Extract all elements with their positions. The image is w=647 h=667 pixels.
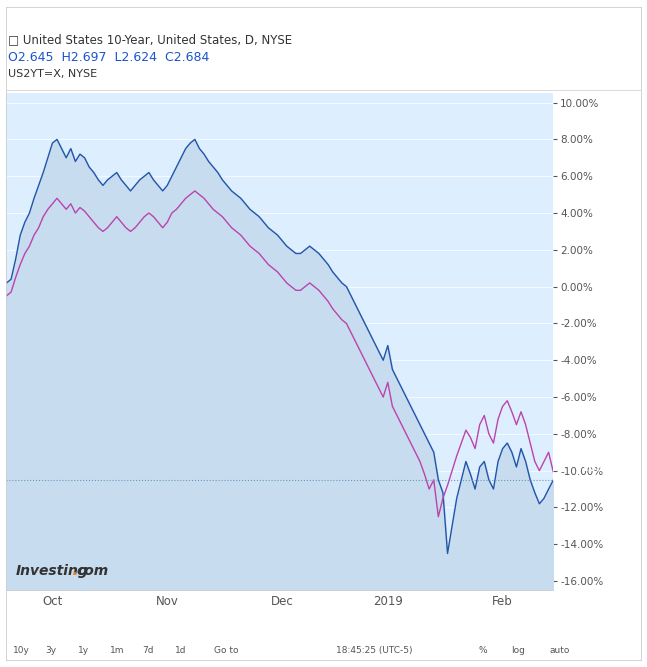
Text: .: . <box>71 564 76 578</box>
Text: log: log <box>511 646 525 655</box>
Text: 1y: 1y <box>78 646 89 655</box>
Text: 2.51: 2.51 <box>130 66 158 75</box>
Text: com: com <box>76 564 109 578</box>
Text: 10y: 10y <box>13 646 30 655</box>
Text: US2YT=X, NYSE: US2YT=X, NYSE <box>8 69 104 79</box>
Text: 1d: 1d <box>175 646 186 655</box>
Text: □ United States 10-Year, United States, D, NYSE: □ United States 10-Year, United States, … <box>8 33 292 46</box>
Text: auto: auto <box>550 646 570 655</box>
Text: 1m: 1m <box>110 646 124 655</box>
Text: O2.645  H2.697  L2.624  C2.684: O2.645 H2.697 L2.624 C2.684 <box>8 51 209 63</box>
Text: -10.52%: -10.52% <box>577 479 625 488</box>
Text: Investing: Investing <box>16 564 89 578</box>
Text: 7d: 7d <box>142 646 154 655</box>
Text: 18:45:25 (UTC-5): 18:45:25 (UTC-5) <box>336 646 413 655</box>
Text: -10.05%: -10.05% <box>577 464 625 474</box>
Text: Go to: Go to <box>214 646 238 655</box>
Text: %: % <box>479 646 487 655</box>
Text: 3y: 3y <box>45 646 56 655</box>
